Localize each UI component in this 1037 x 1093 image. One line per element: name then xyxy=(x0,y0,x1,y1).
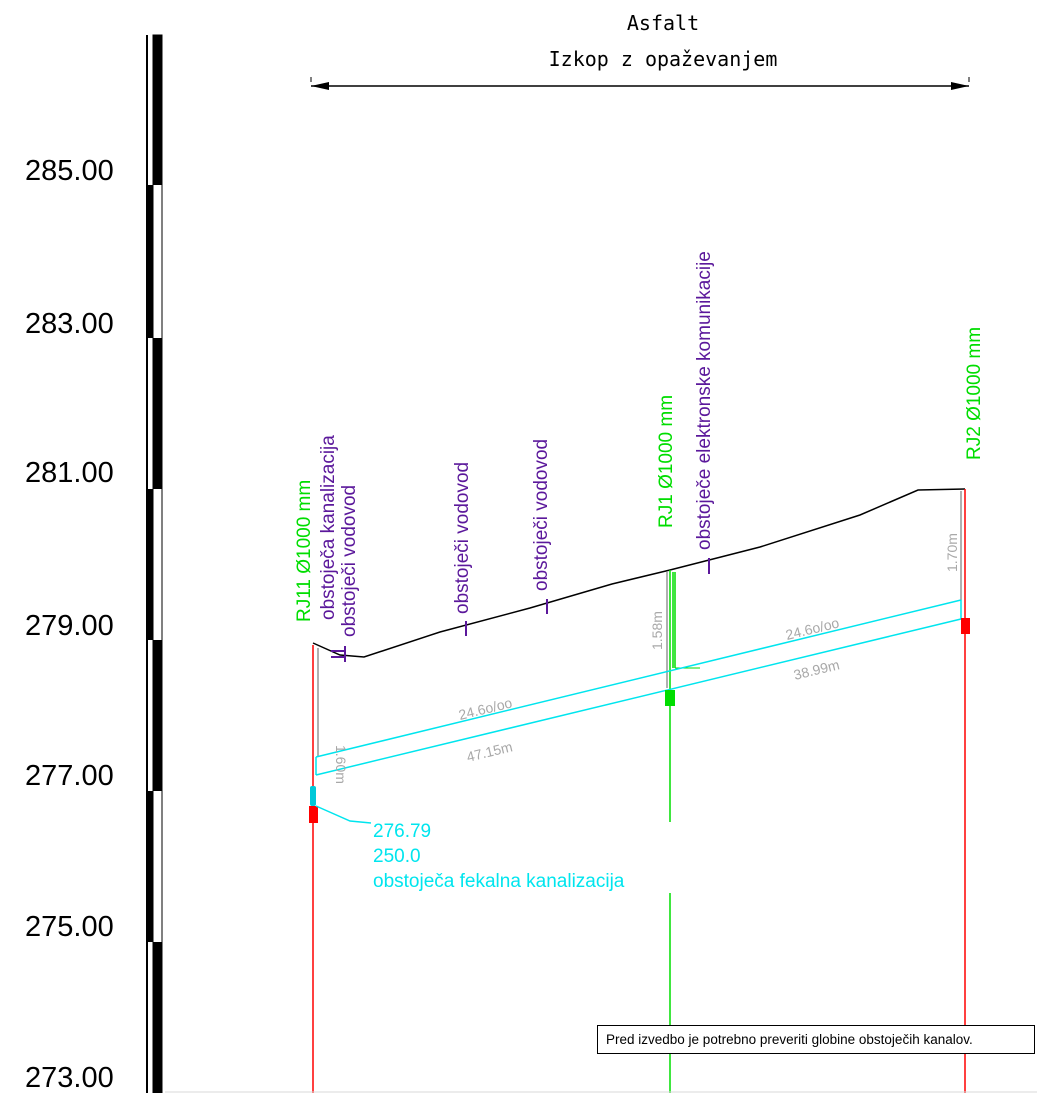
manhole-bottom-rj2 xyxy=(961,618,970,634)
terrain-line xyxy=(312,488,966,658)
connection-marker xyxy=(310,786,316,806)
manhole-axis-rj1 xyxy=(669,570,700,1093)
header-surface-type: Asfalt xyxy=(627,11,699,35)
warning-note: Pred izvedbo je potrebno preveriti globi… xyxy=(597,1025,1035,1054)
manhole-bottom-rj11 xyxy=(309,806,318,823)
utility-label-vodovod-2: obstoječi vodovod xyxy=(452,462,473,614)
elevation-label-283: 283.00 xyxy=(25,308,114,340)
elevation-label-277: 277.00 xyxy=(25,760,114,792)
elevation-label-281: 281.00 xyxy=(25,457,114,489)
elevation-label-279: 279.00 xyxy=(25,610,114,642)
segment-slope-1: 24.6o/oo xyxy=(457,694,514,723)
section-extent-arrow xyxy=(310,77,970,90)
depth-label-rj11: 1.60m xyxy=(333,745,349,784)
utility-label-elektronske: obstoječe elektronske komunikacije xyxy=(694,251,715,550)
segment-length-1: 47.15m xyxy=(465,738,514,765)
manhole-bottom-rj1 xyxy=(665,690,675,706)
connection-elevation: 276.79 xyxy=(373,821,431,842)
segment-slope-2: 24.6o/oo xyxy=(784,614,841,643)
elevation-label-273: 273.00 xyxy=(25,1062,114,1093)
manhole-label-rj11: RJ11 Ø1000 mm xyxy=(294,480,315,622)
elevation-label-285: 285.00 xyxy=(25,155,114,187)
pipe-profile xyxy=(315,599,962,776)
connection-diameter: 250.0 xyxy=(373,846,421,867)
manhole-label-rj2: RJ2 Ø1000 mm xyxy=(964,327,985,460)
connection-leader xyxy=(315,805,372,824)
elevation-label-275: 275.00 xyxy=(25,911,114,943)
manhole-label-rj1: RJ1 Ø1000 mm xyxy=(656,395,677,528)
connection-name: obstoječa fekalna kanalizacija xyxy=(373,871,625,892)
utility-label-vodovod-3: obstoječi vodovod xyxy=(531,439,552,591)
header-excavation-type: Izkop z opaževanjem xyxy=(549,47,778,71)
depth-label-rj1: 1.58m xyxy=(649,611,665,650)
warning-note-text: Pred izvedbo je potrebno preveriti globi… xyxy=(606,1032,973,1047)
segment-length-2: 38.99m xyxy=(792,656,841,683)
utility-crossing-ticks xyxy=(331,558,710,662)
utility-label-vodovod-1: obstoječi vodovod xyxy=(339,485,360,637)
utility-label-kanalizacija: obstoječa kanalizacija xyxy=(318,435,339,620)
depth-label-rj2: 1.70m xyxy=(944,533,960,572)
elevation-scale-bar xyxy=(146,34,163,1093)
